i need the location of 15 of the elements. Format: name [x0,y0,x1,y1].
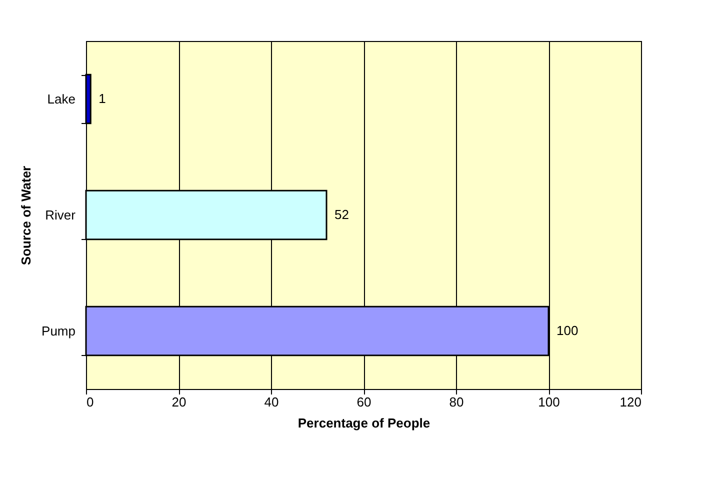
data-label: 1 [98,91,106,106]
y-tick-label: Pump [42,324,76,338]
x-tick-label: 20 [172,394,186,410]
x-tick-label: 0 [86,394,94,410]
data-label: 52 [334,207,349,222]
y-tick-label: Lake [47,92,76,106]
data-label: 100 [556,323,578,338]
x-axis-title: Percentage of People [298,416,430,430]
x-tick-label: 60 [356,394,372,410]
x-tick-label: 120 [620,394,642,410]
y-tick-label: River [45,208,76,222]
y-axis-title: Source of Water [18,166,34,266]
x-tick-label: 100 [538,394,560,410]
x-tick-label: 40 [264,394,279,410]
x-tick-label: 80 [449,394,464,410]
